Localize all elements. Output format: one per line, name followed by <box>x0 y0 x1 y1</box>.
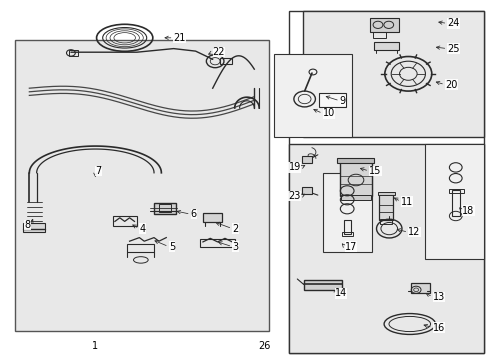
Text: 14: 14 <box>334 288 346 298</box>
Bar <box>373 42 398 50</box>
Bar <box>23 223 45 232</box>
Bar <box>301 187 312 194</box>
Text: 23: 23 <box>288 191 300 201</box>
Text: 6: 6 <box>190 209 197 219</box>
Text: 7: 7 <box>95 166 102 176</box>
Text: 8: 8 <box>24 220 30 230</box>
Bar <box>203 213 222 222</box>
Text: 25: 25 <box>447 44 459 54</box>
Bar <box>303 11 483 137</box>
Bar <box>113 216 137 226</box>
Text: 11: 11 <box>400 197 412 207</box>
Bar <box>301 156 312 163</box>
Bar <box>273 54 351 137</box>
Text: 15: 15 <box>368 166 381 176</box>
Bar <box>159 204 171 212</box>
Bar <box>343 220 350 234</box>
Text: 20: 20 <box>444 80 456 90</box>
Text: 10: 10 <box>322 108 334 118</box>
Bar <box>410 283 429 293</box>
Text: 19: 19 <box>288 162 300 172</box>
Bar <box>288 144 483 353</box>
Bar <box>220 58 232 64</box>
Bar <box>15 40 268 331</box>
Bar <box>341 195 370 200</box>
Bar <box>318 93 345 107</box>
Bar <box>337 158 373 163</box>
Text: 12: 12 <box>407 227 420 237</box>
Text: 13: 13 <box>432 292 444 302</box>
Bar <box>303 280 341 290</box>
Text: 17: 17 <box>344 242 356 252</box>
Text: 9: 9 <box>339 96 346 106</box>
Bar <box>451 190 459 216</box>
Text: 16: 16 <box>432 323 444 333</box>
Text: 3: 3 <box>232 242 238 252</box>
Text: 22: 22 <box>212 47 225 57</box>
Text: 26: 26 <box>257 341 270 351</box>
Text: 5: 5 <box>168 242 175 252</box>
Bar <box>377 192 394 195</box>
Bar <box>425 144 483 259</box>
Bar <box>369 18 398 32</box>
Bar <box>322 173 371 252</box>
Bar <box>448 189 463 193</box>
Bar <box>380 219 391 224</box>
Text: 21: 21 <box>173 33 185 43</box>
Bar <box>339 162 371 196</box>
Text: 24: 24 <box>447 18 459 28</box>
Bar <box>372 32 386 38</box>
Bar <box>379 194 392 220</box>
Bar <box>154 203 176 214</box>
Bar <box>341 232 352 236</box>
Text: 4: 4 <box>139 224 145 234</box>
Text: 18: 18 <box>461 206 473 216</box>
Text: 2: 2 <box>232 224 238 234</box>
Bar <box>288 11 483 353</box>
Bar <box>69 50 78 56</box>
Text: 1: 1 <box>92 341 98 351</box>
Bar <box>127 244 154 252</box>
Bar <box>200 239 234 247</box>
